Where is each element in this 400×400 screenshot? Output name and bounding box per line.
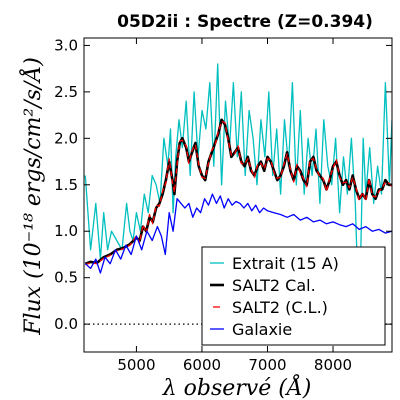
legend-item-galaxie: Galaxie	[210, 320, 292, 339]
legend-item-salt2-cl: SALT2 (C.L.)	[213, 298, 328, 317]
y-axis-label-text: Flux (10⁻¹⁸ ergs/cm²/s/Å)	[18, 57, 46, 336]
x-tick-label: 7000	[248, 356, 286, 374]
y-tick-label: 1.5	[54, 176, 78, 194]
legend-label: SALT2 (C.L.)	[232, 298, 328, 317]
legend: Extrait (15 A) SALT2 Cal. SALT2 (C.L.) Gala…	[201, 246, 386, 346]
plot-area	[84, 63, 392, 327]
y-axis-label: Flux (10⁻¹⁸ ergs/cm²/s/Å)	[18, 57, 46, 336]
legend-item-extrait: Extrait (15 A)	[210, 254, 339, 273]
x-tick-label: 8000	[314, 356, 352, 374]
legend-item-salt2-cal: SALT2 Cal.	[210, 276, 316, 295]
x-tick-label: 5000	[117, 356, 155, 374]
y-tick-label: 0.0	[54, 315, 78, 333]
series-line-galaxie	[84, 193, 392, 274]
x-axis-label: λ observé (Å)	[162, 373, 312, 400]
series-line-salt2-cl	[85, 120, 392, 266]
legend-label: SALT2 Cal.	[232, 276, 316, 295]
y-tick-label: 0.5	[54, 269, 78, 287]
legend-box	[201, 246, 386, 346]
axis-ticks: 5000 6000 7000 8000 0.0 0.5 1.0 1.5 2.0 2.5 3.0	[54, 36, 392, 374]
y-tick-label: 1.0	[54, 222, 78, 240]
chart-title: 05D2ii : Spectre (Z=0.394)	[117, 12, 373, 32]
plot-frame	[83, 37, 393, 353]
legend-label: Extrait (15 A)	[232, 254, 339, 273]
legend-label: Galaxie	[232, 320, 292, 339]
x-tick-label: 6000	[183, 356, 221, 374]
y-tick-label: 3.0	[54, 36, 78, 54]
y-tick-label: 2.0	[54, 129, 78, 147]
y-tick-label: 2.5	[54, 83, 78, 101]
